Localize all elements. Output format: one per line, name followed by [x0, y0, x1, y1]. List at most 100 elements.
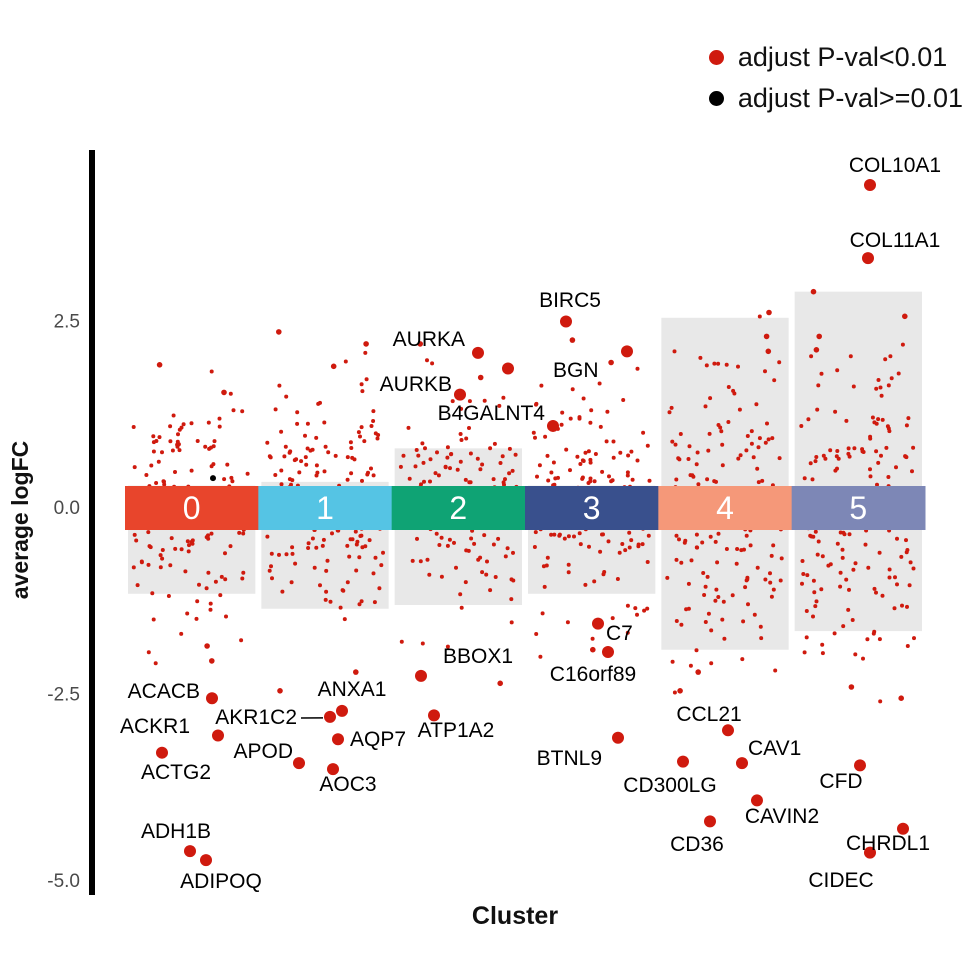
data-point	[677, 688, 683, 694]
data-point	[162, 482, 167, 487]
gene-point-AURKB	[454, 388, 466, 401]
data-point	[903, 454, 908, 459]
cluster-band-segment-1	[258, 486, 393, 530]
data-point	[713, 598, 718, 603]
highlighted-gene-points	[156, 178, 909, 867]
data-point	[840, 547, 845, 552]
data-point	[676, 456, 681, 461]
cluster-number: 3	[583, 490, 601, 526]
data-point	[348, 537, 353, 542]
data-point	[588, 479, 593, 484]
data-point	[349, 471, 354, 476]
data-point	[371, 409, 376, 414]
data-point	[377, 586, 382, 591]
data-point	[757, 314, 762, 319]
data-point	[814, 455, 819, 459]
data-point	[889, 376, 894, 381]
data-point	[611, 455, 616, 460]
data-point	[166, 594, 171, 598]
data-point	[183, 569, 188, 574]
data-point	[338, 605, 343, 610]
data-point	[623, 548, 628, 553]
data-point	[345, 455, 350, 460]
data-point	[876, 378, 881, 382]
data-point	[177, 427, 182, 432]
data-point	[600, 469, 605, 474]
data-point	[769, 594, 774, 599]
data-point	[359, 533, 364, 538]
cluster-number: 1	[316, 490, 334, 526]
data-point	[669, 405, 674, 410]
data-point	[706, 448, 711, 453]
data-point	[674, 557, 679, 562]
data-point	[477, 374, 484, 381]
data-point	[279, 429, 284, 434]
data-point	[811, 614, 815, 619]
data-point	[330, 363, 337, 370]
data-point	[157, 435, 162, 440]
data-point	[568, 468, 572, 473]
data-point	[709, 661, 714, 666]
data-point	[450, 399, 455, 404]
data-point	[778, 578, 783, 583]
data-point	[299, 459, 304, 464]
data-point	[625, 603, 630, 608]
legend-item-not-significant: adjust P-val>=0.01	[708, 83, 963, 114]
gene-label-CD36: CD36	[670, 833, 724, 856]
data-point	[195, 599, 200, 604]
data-point	[868, 474, 873, 479]
data-point	[333, 453, 338, 458]
legend-item-significant: adjust P-val<0.01	[708, 42, 963, 73]
data-point	[618, 450, 623, 455]
data-point	[598, 549, 603, 554]
data-point	[879, 393, 884, 398]
data-point	[694, 532, 699, 537]
data-point	[911, 445, 916, 450]
data-point	[356, 430, 361, 435]
data-point	[425, 358, 429, 363]
data-point	[267, 568, 272, 573]
cluster-color-band: 0 1 2 3 4 5	[125, 486, 926, 530]
data-point	[758, 624, 763, 629]
data-point	[171, 413, 176, 418]
data-point	[636, 542, 641, 547]
gene-label-AOC3: AOC3	[319, 773, 376, 796]
data-point	[185, 611, 190, 616]
data-point	[280, 589, 285, 594]
data-point	[593, 452, 598, 456]
data-point	[203, 444, 208, 449]
data-point	[835, 466, 839, 471]
data-point	[674, 619, 679, 623]
gene-point-CAVIN2	[751, 794, 763, 807]
gene-point-ANXA1	[336, 704, 348, 717]
data-point	[808, 461, 813, 466]
gene-point-ADIPOQ	[200, 854, 212, 867]
data-point	[151, 449, 156, 454]
data-point	[287, 477, 292, 482]
data-point	[720, 617, 725, 622]
data-point	[716, 423, 721, 427]
data-point	[282, 454, 287, 459]
data-point	[863, 542, 868, 547]
data-point	[513, 452, 518, 457]
gene-point-C7	[592, 617, 604, 630]
data-point	[755, 466, 760, 471]
data-point	[496, 536, 501, 541]
data-point	[287, 450, 292, 455]
data-point	[904, 423, 909, 428]
data-point	[721, 599, 726, 604]
y-tick-label: -2.5	[47, 685, 80, 706]
data-point	[566, 570, 571, 575]
data-point	[672, 690, 677, 695]
data-point	[146, 650, 151, 655]
data-point	[305, 446, 310, 451]
data-point	[363, 544, 368, 549]
data-point	[149, 463, 154, 468]
data-point	[911, 566, 916, 571]
data-point	[820, 651, 825, 656]
data-point	[800, 559, 805, 563]
legend-label: adjust P-val<0.01	[737, 42, 948, 72]
gene-label-CAV1: CAV1	[748, 737, 801, 760]
cluster-band-segment-0	[125, 486, 259, 530]
data-point	[237, 530, 242, 535]
